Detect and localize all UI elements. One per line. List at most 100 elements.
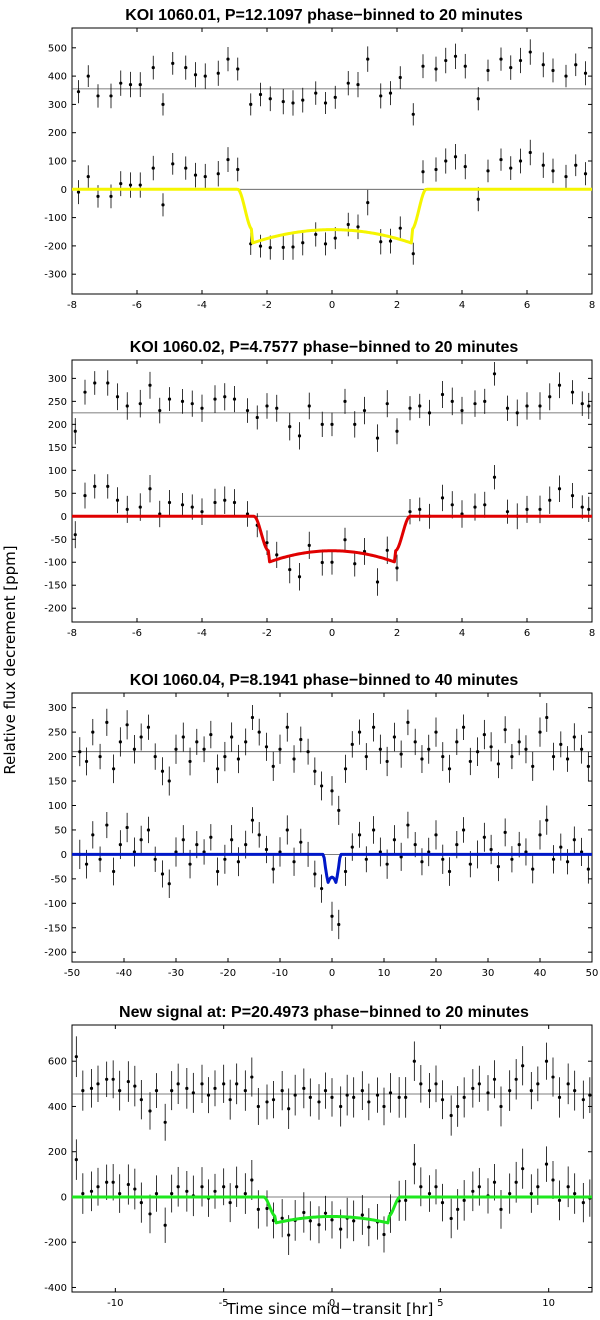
x-tick-label: -20 (220, 968, 236, 979)
data-point (574, 163, 578, 167)
data-point (96, 1185, 100, 1189)
offset-data-point (545, 715, 549, 720)
data-point (476, 197, 480, 201)
offset-data-point (339, 1104, 343, 1109)
offset-data-point (551, 754, 556, 759)
offset-data-point (427, 411, 432, 415)
y-tick-label: 250 (48, 397, 67, 408)
offset-data-point (167, 397, 172, 401)
offset-data-point (285, 725, 289, 729)
x-tick-label: 20 (430, 968, 443, 979)
offset-data-point (93, 381, 97, 385)
data-point (98, 857, 102, 861)
offset-data-point (297, 434, 302, 438)
data-point (392, 838, 396, 842)
offset-data-point (170, 1089, 174, 1093)
data-point (200, 510, 204, 514)
x-tick-label: -2 (262, 628, 272, 639)
data-point (74, 1158, 78, 1162)
offset-data-point (388, 91, 393, 95)
x-tick-label: 10 (378, 968, 391, 979)
data-point (486, 169, 490, 173)
data-point (573, 1191, 577, 1196)
offset-data-point (398, 75, 402, 80)
data-point (271, 867, 275, 871)
data-point (167, 500, 172, 505)
data-point (105, 1180, 109, 1184)
offset-data-point (188, 759, 192, 764)
data-point (339, 1227, 343, 1231)
data-point (566, 1185, 570, 1189)
y-tick-label: 150 (48, 443, 67, 454)
data-point (379, 240, 383, 244)
offset-data-point (427, 1089, 432, 1093)
offset-data-point (586, 764, 590, 768)
y-tick-label: 300 (48, 703, 67, 714)
data-point (125, 825, 129, 830)
data-point (343, 869, 348, 874)
data-point (154, 1191, 159, 1196)
offset-data-point (111, 1077, 115, 1081)
x-tick-label: 6 (524, 628, 530, 639)
offset-data-point (202, 747, 206, 751)
data-point (586, 867, 590, 871)
x-tick-label: -6 (132, 300, 142, 311)
offset-data-point (115, 395, 120, 399)
data-point (496, 865, 500, 869)
data-point (453, 155, 458, 159)
offset-data-point (76, 90, 81, 94)
y-tick-label: 200 (48, 128, 67, 139)
data-point (323, 1211, 328, 1215)
data-point (232, 500, 237, 505)
offset-data-point (193, 73, 198, 77)
y-tick-label: -100 (44, 899, 67, 910)
offset-data-point (483, 399, 487, 403)
data-point (171, 162, 175, 166)
offset-data-point (181, 735, 185, 739)
offset-data-point (343, 399, 347, 403)
x-tick-label: -10 (107, 1298, 123, 1309)
y-tick-label: -300 (44, 270, 67, 281)
offset-data-point (499, 57, 503, 61)
data-point (375, 580, 380, 584)
offset-data-point (184, 66, 188, 70)
data-point (138, 183, 142, 187)
offset-data-point (521, 1064, 525, 1068)
offset-data-point (378, 747, 382, 751)
data-point (399, 855, 403, 859)
offset-data-point (440, 1098, 445, 1102)
data-point (346, 222, 350, 227)
y-tick-label: 400 (48, 72, 67, 83)
offset-data-point (167, 779, 171, 783)
data-point (385, 548, 389, 552)
data-point (73, 533, 77, 537)
data-point (139, 838, 143, 842)
x-tick-label: 0 (329, 628, 335, 639)
x-tick-label: 10 (542, 1298, 555, 1309)
offset-data-point (468, 759, 472, 764)
data-point (297, 575, 302, 579)
offset-data-point (280, 1089, 284, 1093)
offset-data-point (139, 1098, 143, 1102)
offset-data-point (301, 98, 305, 102)
offset-data-point (360, 1089, 364, 1093)
data-point (440, 1201, 445, 1205)
offset-data-point (379, 94, 383, 98)
data-point (203, 174, 207, 179)
data-point (366, 201, 370, 205)
x-tick-label: -5 (219, 1298, 229, 1309)
data-point (111, 1180, 115, 1184)
offset-data-point (180, 399, 185, 403)
offset-data-point (564, 74, 568, 78)
offset-data-point (255, 415, 259, 420)
offset-data-point (418, 404, 422, 408)
offset-data-point (345, 1093, 349, 1097)
data-point (444, 159, 448, 163)
data-point (216, 869, 220, 874)
offset-data-point (364, 754, 368, 759)
offset-data-point (413, 740, 417, 744)
y-tick-label: -150 (44, 923, 67, 934)
offset-data-point (148, 1109, 152, 1113)
x-tick-label: 4 (459, 628, 465, 639)
x-tick-label: 4 (459, 300, 465, 311)
